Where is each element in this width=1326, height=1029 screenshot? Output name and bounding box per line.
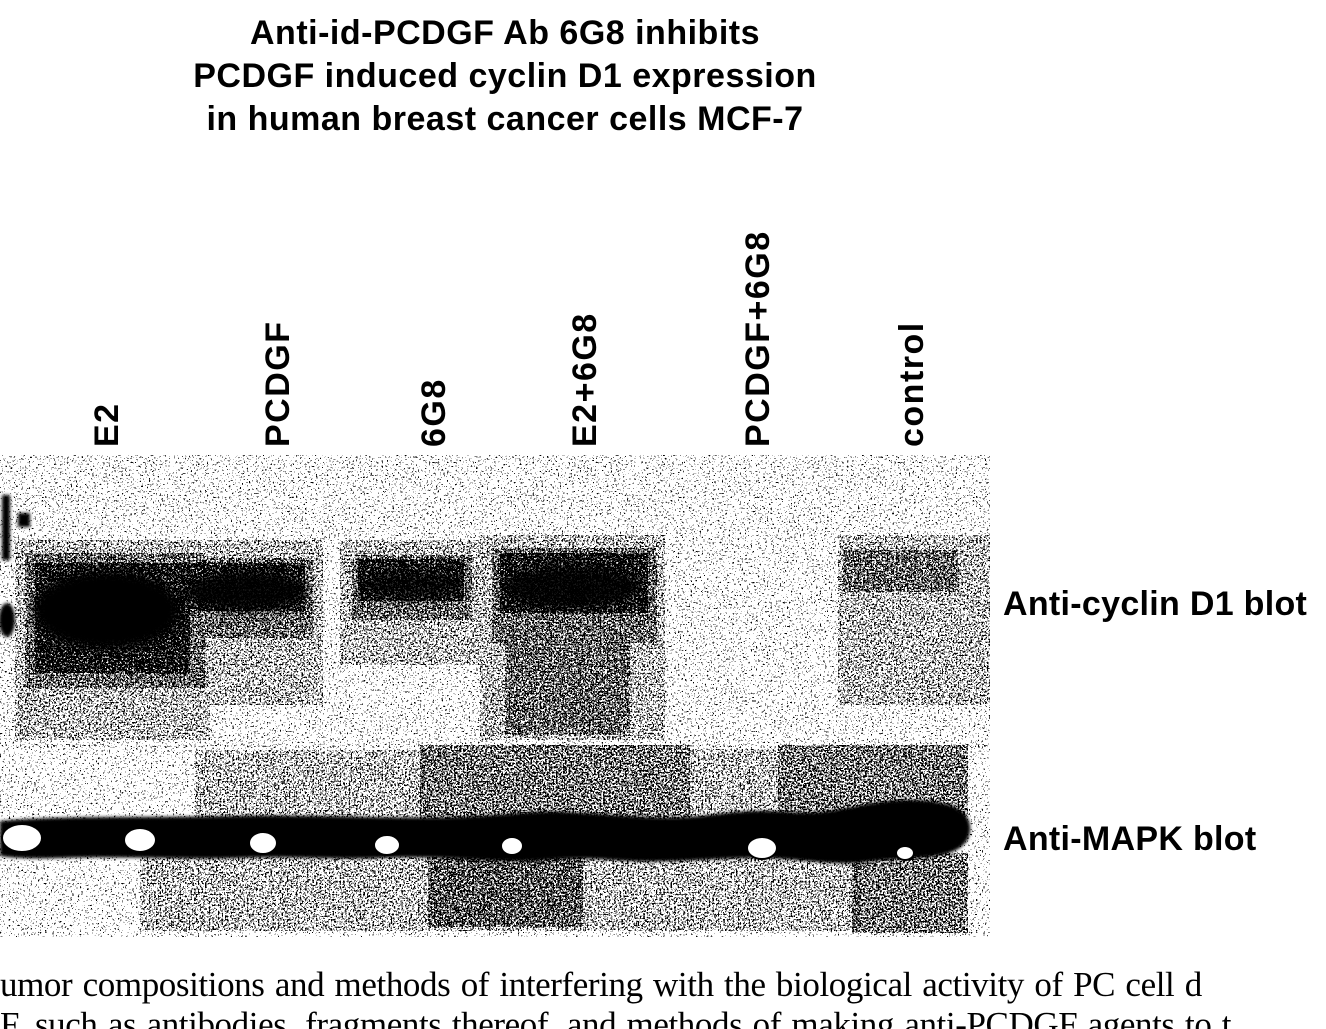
blot-label-anti-cyclin-d1: Anti-cyclin D1 blot	[1003, 585, 1308, 623]
lane-label-pcdgf-6g8: PCDGF+6G8	[739, 230, 777, 447]
caption-line-2: F, such as antibodies, fragments thereof…	[0, 1005, 1232, 1029]
lane-label-6g8: 6G8	[415, 378, 453, 447]
anti-cyclin-d1-blot-image	[0, 455, 990, 747]
figure-title-line-3: in human breast cancer cells MCF-7	[206, 100, 804, 138]
figure-title: Anti-id-PCDGF Ab 6G8 inhibits PCDGF indu…	[160, 12, 850, 141]
lane-label-pcdgf: PCDGF	[259, 320, 297, 448]
figure-title-line-2: PCDGF induced cyclin D1 expression	[193, 57, 817, 95]
lane-label-control: control	[893, 321, 931, 447]
caption-line-1: umor compositions and methods of interfe…	[0, 965, 1202, 1004]
lane-label-e2-6g8: E2+6G8	[566, 312, 604, 447]
figure-title-line-1: Anti-id-PCDGF Ab 6G8 inhibits	[250, 14, 760, 52]
blot-label-anti-mapk: Anti-MAPK blot	[1003, 820, 1257, 858]
anti-mapk-blot-image	[0, 745, 990, 937]
lane-label-e2: E2	[88, 402, 126, 447]
